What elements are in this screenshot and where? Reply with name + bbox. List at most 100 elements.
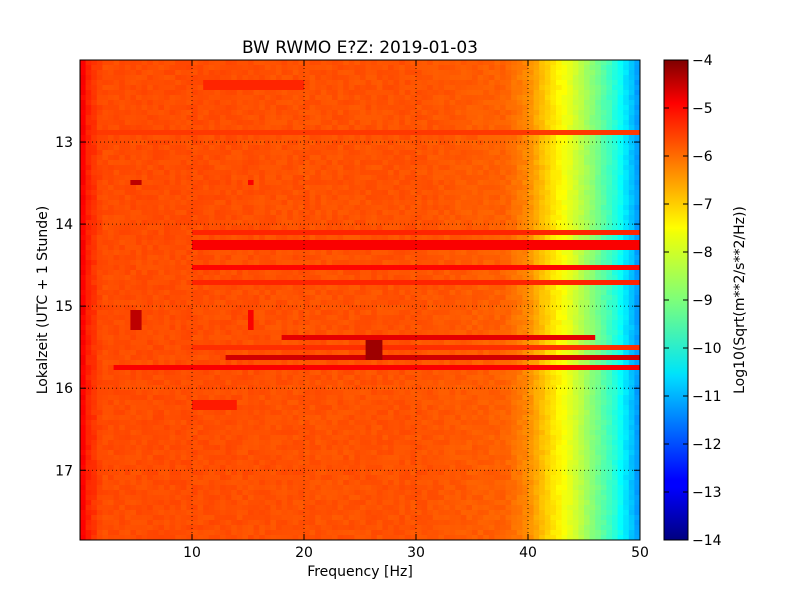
heatmap-cell [304,110,310,116]
heatmap-cell [248,70,254,76]
heatmap-cell [259,205,266,211]
heatmap-cell [399,80,406,86]
heatmap-cell [231,245,238,251]
heatmap-cell [460,80,467,86]
heatmap-cell [393,200,400,206]
heatmap-cell [606,170,613,176]
heatmap-cell [315,160,322,166]
heatmap-cell [236,160,243,166]
heatmap-cell [595,115,602,121]
heatmap-cell [208,205,215,211]
heatmap-cell [259,175,266,181]
heatmap-cell [180,110,187,116]
heatmap-cell [617,265,624,271]
heatmap-cell [343,125,350,131]
heatmap-cell [130,185,137,191]
heatmap-cell [96,240,103,246]
heatmap-cell [488,225,495,231]
heatmap-cell [276,280,282,286]
heatmap-cell [96,215,103,221]
heatmap-cell [539,115,546,121]
heatmap-cell [505,195,512,201]
heatmap-cell [113,275,120,281]
heatmap-cell [589,145,596,151]
heatmap-cell [130,145,137,151]
heatmap-cell [360,105,366,111]
heatmap-cell [281,240,288,246]
heatmap-cell [634,250,641,256]
heatmap-cell [113,190,120,196]
heatmap-cell [80,85,86,91]
heatmap-cell [572,155,579,161]
heatmap-cell [80,265,86,271]
heatmap-cell [505,240,512,246]
heatmap-cell [96,165,103,171]
heatmap-cell [130,130,137,136]
heatmap-cell [348,175,355,181]
heatmap-cell [309,80,316,86]
heatmap-cell [477,175,484,181]
heatmap-cell [287,190,294,196]
heatmap-cell [410,105,417,111]
heatmap-cell [388,175,394,181]
heatmap-cell [320,180,327,186]
heatmap-cell [164,295,170,301]
heatmap-cell [102,130,109,136]
heatmap-cell [130,160,137,166]
heatmap-cell [298,145,305,151]
heatmap-cell [432,285,439,291]
heatmap-cell [533,65,540,71]
heatmap-cell [617,85,624,91]
heatmap-cell [192,255,198,261]
heatmap-cell [376,135,383,141]
heatmap-cell [158,270,165,276]
heatmap-cell [192,265,198,271]
heatmap-cell [169,245,176,251]
heatmap-cell [416,175,422,181]
heatmap-cell [376,60,383,66]
heatmap-cell [203,125,210,131]
heatmap-cell [505,285,512,291]
heatmap-cell [102,70,109,76]
heatmap-cell [175,130,182,136]
heatmap-cell [96,270,103,276]
heatmap-cell [365,205,372,211]
heatmap-cell [488,260,495,266]
heatmap-cell [438,200,445,206]
heatmap-cell [449,220,456,226]
heatmap-cell [253,145,260,151]
heatmap-cell [421,60,428,66]
heatmap-cell [612,165,618,171]
heatmap-cell [315,85,322,91]
heatmap-cell [208,240,215,246]
heatmap-cell [337,145,344,151]
heatmap-cell [360,295,366,301]
heatmap-cell [108,90,114,96]
heatmap-cell [528,95,534,101]
heatmap-cell [164,245,170,251]
heatmap-cell [80,185,86,191]
heatmap-cell [343,115,350,121]
heatmap-cell [376,125,383,131]
heatmap-cell [136,205,142,211]
heatmap-cell [628,235,635,241]
heatmap-cell [561,155,568,161]
heatmap-cell [449,65,456,71]
heatmap-cell [214,215,221,221]
heatmap-cell [600,285,607,291]
heatmap-cell [108,110,114,116]
heatmap-cell [343,215,350,221]
heatmap-cell [136,190,142,196]
heatmap-cell [343,170,350,176]
heatmap-cell [416,185,422,191]
heatmap-cell [343,295,350,301]
heatmap-cell [130,100,137,106]
heatmap-cell [589,270,596,276]
heatmap-cell [276,150,282,156]
heatmap-cell [253,195,260,201]
heatmap-cell [119,220,126,226]
heatmap-cell [365,200,372,206]
heatmap-cell [472,255,478,261]
heatmap-cell [572,230,579,236]
heatmap-cell [410,245,417,251]
